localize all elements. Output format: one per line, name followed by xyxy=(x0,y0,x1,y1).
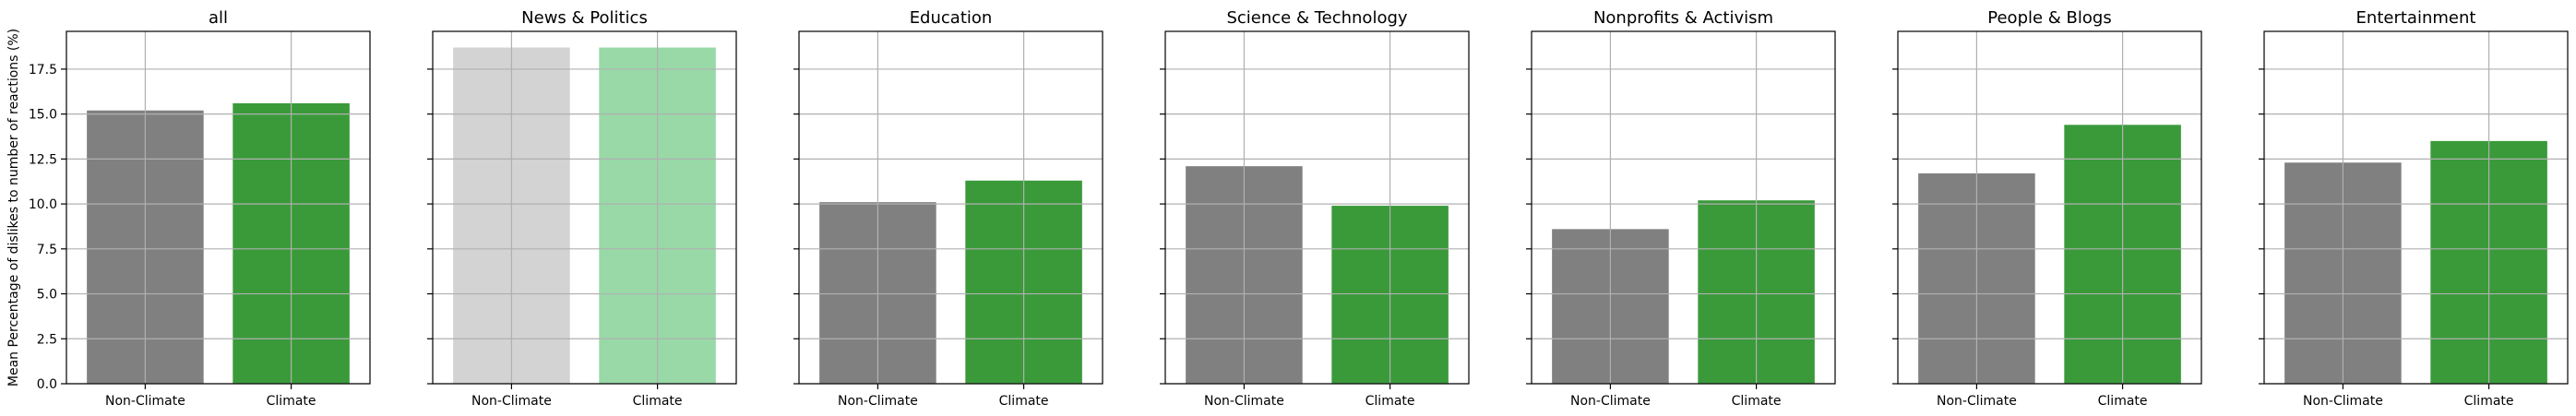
x-tick-label: Non-Climate xyxy=(838,394,918,409)
subplot-0: 0.0 2.5 5.0 7.5 10.0 12.5 15.0 17.5 Non-Climate C… xyxy=(29,8,371,409)
x-tick-label: Non-Climate xyxy=(471,394,552,409)
axes-frame xyxy=(1164,30,1470,385)
x-tick-label: Non-Climate xyxy=(1937,394,2017,409)
bars xyxy=(2284,140,2547,384)
subplot-title: Nonprofits & Activism xyxy=(1593,8,1773,28)
y-tick-label: 2.5 xyxy=(37,332,57,347)
y-tick-label: 12.5 xyxy=(29,152,57,167)
x-tick-label: Climate xyxy=(1732,394,1782,409)
x-tick-label: Climate xyxy=(2464,394,2514,409)
bars xyxy=(1186,166,1449,384)
y-tick-label: 7.5 xyxy=(37,243,57,257)
bars xyxy=(1918,125,2181,385)
axes-frame xyxy=(66,30,371,385)
bars xyxy=(819,180,1082,384)
axes-frame xyxy=(798,30,1103,385)
subplot-title: People & Blogs xyxy=(1987,8,2111,28)
subplot-6: Non-Climate Climate Entertainment xyxy=(2259,8,2569,409)
y-axis-label: Mean Percentage of dislikes to number of… xyxy=(6,29,21,386)
subplot-title: Education xyxy=(910,8,993,28)
axes-frame xyxy=(432,30,737,385)
bars xyxy=(453,47,716,384)
x-tick-label: Non-Climate xyxy=(1570,394,1651,409)
x-tick-label: Climate xyxy=(633,394,683,409)
bars xyxy=(1552,200,1815,384)
x-tick-label: Climate xyxy=(267,394,316,409)
subplot-4: Non-Climate Climate Nonprofits & Activism xyxy=(1526,8,1836,409)
y-tick-label: 5.0 xyxy=(37,288,57,303)
y-tick-label: 17.5 xyxy=(29,63,57,77)
y-tick-label: 15.0 xyxy=(29,108,57,123)
subplot-title: Science & Technology xyxy=(1226,8,1407,28)
y-tick-label: 0.0 xyxy=(37,377,57,392)
axes-frame xyxy=(1897,30,2202,385)
x-tick-label: Non-Climate xyxy=(2303,394,2383,409)
axes-frame xyxy=(1531,30,1836,385)
x-tick-label: Climate xyxy=(1366,394,1415,409)
subplot-5: Non-Climate Climate People & Blogs xyxy=(1892,8,2202,409)
bars xyxy=(87,102,350,385)
subplot-3: Non-Climate Climate Science & Technology xyxy=(1160,8,1470,409)
x-tick-label: Non-Climate xyxy=(1204,394,1284,409)
x-tick-label: Climate xyxy=(999,394,1049,409)
axes-frame xyxy=(2263,30,2569,385)
gridlines xyxy=(66,31,370,385)
x-tick-label: Climate xyxy=(2098,394,2148,409)
subplot-title: News & Politics xyxy=(521,8,648,28)
x-tick-label: Non-Climate xyxy=(105,394,185,409)
subplot-2: Non-Climate Climate Education xyxy=(793,8,1103,409)
subplot-title: all xyxy=(209,8,228,28)
y-tick-label: 10.0 xyxy=(29,197,57,212)
subplot-1: Non-Climate Climate News & Politics xyxy=(427,8,737,409)
subplot-title: Entertainment xyxy=(2356,8,2476,28)
